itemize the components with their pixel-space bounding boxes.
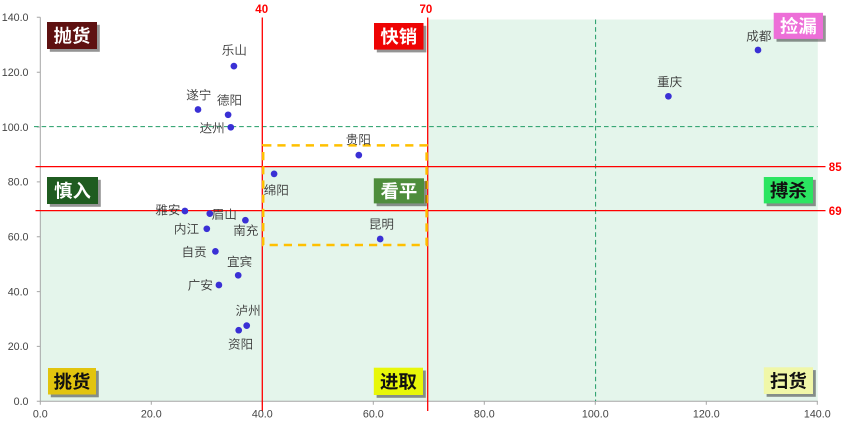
svg-text:100.0: 100.0 (582, 409, 609, 421)
svg-text:60.0: 60.0 (8, 232, 29, 244)
svg-text:20.0: 20.0 (8, 341, 29, 353)
svg-text:140.0: 140.0 (2, 12, 29, 24)
svg-text:40: 40 (255, 4, 268, 16)
svg-text:120.0: 120.0 (693, 409, 720, 421)
svg-text:40.0: 40.0 (8, 286, 29, 298)
svg-text:0.0: 0.0 (14, 396, 29, 408)
svg-text:70: 70 (420, 4, 433, 16)
svg-text:140.0: 140.0 (804, 409, 831, 421)
svg-text:85: 85 (829, 162, 842, 174)
svg-text:69: 69 (829, 206, 842, 218)
svg-text:100.0: 100.0 (2, 122, 29, 134)
svg-text:0.0: 0.0 (33, 409, 48, 421)
svg-text:20.0: 20.0 (141, 409, 162, 421)
svg-text:80.0: 80.0 (474, 409, 495, 421)
svg-text:80.0: 80.0 (8, 177, 29, 189)
svg-text:40.0: 40.0 (252, 409, 273, 421)
svg-text:60.0: 60.0 (363, 409, 384, 421)
svg-text:120.0: 120.0 (2, 67, 29, 79)
